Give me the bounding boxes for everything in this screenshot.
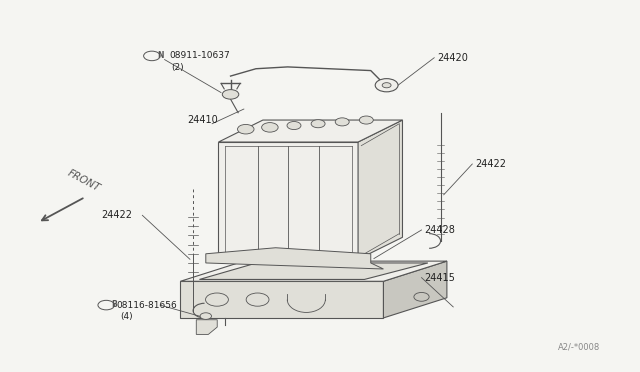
Circle shape	[222, 90, 239, 99]
Text: FRONT: FRONT	[66, 168, 102, 193]
Circle shape	[382, 83, 391, 88]
Circle shape	[287, 122, 301, 129]
Polygon shape	[218, 142, 358, 259]
Text: (2): (2)	[171, 63, 184, 72]
Text: 24428: 24428	[425, 225, 456, 235]
Circle shape	[375, 78, 398, 92]
Circle shape	[311, 120, 325, 128]
Text: 24415: 24415	[425, 273, 456, 283]
Text: 24410: 24410	[187, 115, 218, 125]
Text: B: B	[111, 300, 117, 309]
Text: 24420: 24420	[437, 53, 468, 63]
Text: A2/-*0008: A2/-*0008	[558, 342, 600, 351]
Circle shape	[200, 313, 211, 320]
Circle shape	[335, 118, 349, 126]
Polygon shape	[200, 263, 428, 279]
Text: 24422: 24422	[101, 210, 132, 220]
Polygon shape	[383, 261, 447, 318]
Circle shape	[359, 116, 373, 124]
Polygon shape	[206, 248, 383, 269]
Polygon shape	[180, 281, 383, 318]
Text: N: N	[157, 51, 163, 60]
Polygon shape	[358, 120, 403, 259]
Text: 08116-81656: 08116-81656	[116, 301, 177, 310]
Polygon shape	[196, 320, 217, 334]
Polygon shape	[180, 261, 447, 281]
Text: 24422: 24422	[476, 159, 506, 169]
Polygon shape	[218, 120, 403, 142]
Text: (4): (4)	[120, 312, 132, 321]
Circle shape	[262, 123, 278, 132]
Text: 08911-10637: 08911-10637	[169, 51, 230, 60]
Circle shape	[237, 125, 254, 134]
